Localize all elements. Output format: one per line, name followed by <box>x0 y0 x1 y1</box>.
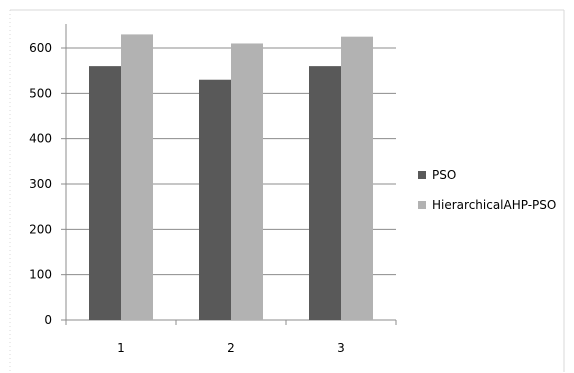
y-tick-label-300: 300 <box>29 177 52 191</box>
legend-label-PSO: PSO <box>432 168 456 182</box>
x-tick-label-1: 1 <box>117 341 125 355</box>
x-tick-label-2: 2 <box>227 341 235 355</box>
legend-swatch-HierarchicalAHP-PSO <box>418 201 426 209</box>
bar-HierarchicalAHP-PSO-3 <box>341 36 373 321</box>
bar-PSO-1 <box>89 66 121 320</box>
y-tick-label-200: 200 <box>29 222 52 236</box>
bar-PSO-2 <box>199 79 231 320</box>
legend-label-HierarchicalAHP-PSO: HierarchicalAHP-PSO <box>432 198 556 212</box>
x-tick-labels: 1 2 3 <box>117 341 345 355</box>
legend: PSO HierarchicalAHP-PSO <box>418 168 556 212</box>
bar-HierarchicalAHP-PSO-1 <box>121 34 153 321</box>
y-tick-label-400: 400 <box>29 132 52 146</box>
x-tick-label-3: 3 <box>337 341 345 355</box>
y-tick-labels: 0 100 200 300 400 500 600 <box>29 41 52 327</box>
y-tick-label-0: 0 <box>44 313 52 327</box>
y-tick-label-100: 100 <box>29 268 52 282</box>
chart-border <box>9 9 565 372</box>
legend-swatch-PSO <box>418 171 426 179</box>
bar-HierarchicalAHP-PSO-2 <box>231 43 263 320</box>
bar-PSO-3 <box>309 66 341 320</box>
y-tick-label-500: 500 <box>29 86 52 100</box>
y-tick-label-600: 600 <box>29 41 52 55</box>
bars <box>89 34 373 321</box>
